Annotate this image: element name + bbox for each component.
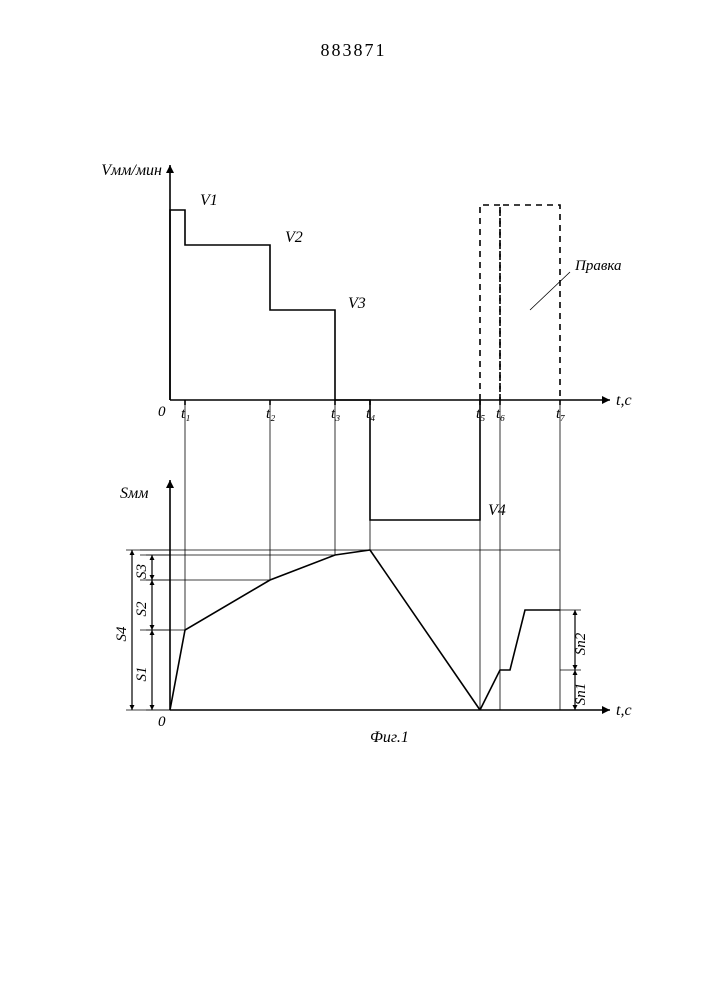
bottom-y-axis-label: Sмм (120, 485, 148, 502)
series-label: V1 (200, 192, 218, 209)
x-tick-label: t₁ (181, 406, 190, 422)
top-x-axis-label: t,c (616, 392, 632, 409)
series-label: V3 (348, 295, 366, 312)
dim-label: S4 (114, 626, 130, 642)
x-tick-label: t₄ (366, 406, 375, 422)
top-origin-label: 0 (158, 404, 166, 420)
figure-caption: Фиг.1 (370, 729, 409, 746)
x-tick-label: t₂ (266, 406, 275, 422)
x-tick-label: t₇ (556, 406, 565, 422)
dim-label: S2 (134, 601, 150, 617)
bottom-origin-label: 0 (158, 714, 166, 730)
series-label: V4 (488, 502, 506, 519)
x-tick-label: t₆ (496, 406, 505, 422)
x-tick-label: t₃ (331, 406, 340, 422)
annotation-label: Правка (574, 258, 622, 274)
x-tick-label: t₅ (476, 406, 485, 422)
dim-label: S3 (134, 564, 150, 579)
dim-label: S1 (134, 667, 150, 682)
series-label: V2 (285, 229, 303, 246)
dim-label: Sn2 (573, 632, 589, 655)
figure-svg: Vмм/мин t,c 0 V1 V2 V3 V4 t₁ t₂ t₃ t₄ t₅ t₆ t₇ Правка S… (80, 150, 640, 750)
document-number: 883871 (0, 40, 707, 61)
dim-label: Sn1 (573, 683, 589, 706)
top-y-axis-label: Vмм/мин (101, 162, 162, 179)
bottom-x-axis-label: t,c (616, 702, 632, 719)
